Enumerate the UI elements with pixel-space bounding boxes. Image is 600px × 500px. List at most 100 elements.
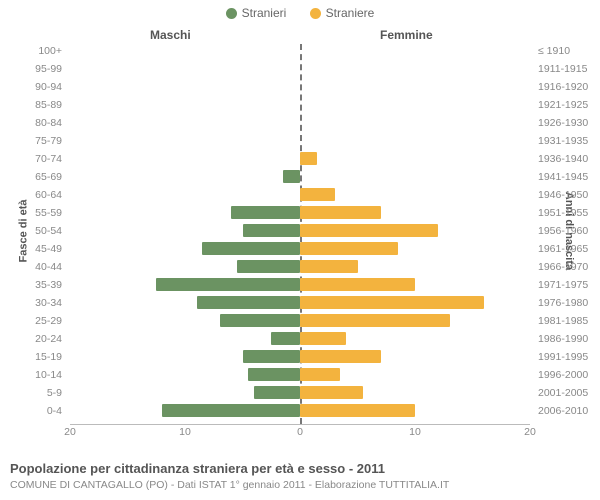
bar-male bbox=[231, 206, 300, 219]
bar-female bbox=[300, 206, 381, 219]
y-tick-age: 0-4 bbox=[0, 405, 66, 417]
bar-female bbox=[300, 332, 346, 345]
plot-area bbox=[70, 44, 530, 424]
y-tick-age: 85-89 bbox=[0, 99, 66, 111]
y-tick-year: 1956-1960 bbox=[534, 225, 600, 237]
x-tick: 20 bbox=[524, 426, 536, 438]
bar-female bbox=[300, 260, 358, 273]
bar-male bbox=[248, 368, 300, 381]
chart-row bbox=[70, 116, 530, 129]
bar-male bbox=[202, 242, 300, 255]
y-axis-age: 100+95-9990-9485-8980-8475-7970-7465-696… bbox=[0, 44, 66, 424]
bar-female bbox=[300, 224, 438, 237]
y-tick-age: 65-69 bbox=[0, 171, 66, 183]
chart-row bbox=[70, 314, 530, 327]
y-tick-year: 1946-1950 bbox=[534, 189, 600, 201]
y-tick-year: 1941-1945 bbox=[534, 171, 600, 183]
bar-male bbox=[271, 332, 300, 345]
y-tick-year: 1966-1970 bbox=[534, 261, 600, 273]
y-tick-age: 50-54 bbox=[0, 225, 66, 237]
bar-female bbox=[300, 386, 363, 399]
chart-row bbox=[70, 260, 530, 273]
legend-label-female: Straniere bbox=[326, 6, 375, 20]
y-tick-year: 1936-1940 bbox=[534, 153, 600, 165]
y-tick-year: 1996-2000 bbox=[534, 369, 600, 381]
y-tick-year: 1971-1975 bbox=[534, 279, 600, 291]
y-tick-year: 1916-1920 bbox=[534, 81, 600, 93]
y-tick-year: 1926-1930 bbox=[534, 117, 600, 129]
chart-row bbox=[70, 98, 530, 111]
chart-row bbox=[70, 206, 530, 219]
y-tick-age: 70-74 bbox=[0, 153, 66, 165]
y-tick-age: 35-39 bbox=[0, 279, 66, 291]
y-tick-age: 100+ bbox=[0, 45, 66, 57]
y-tick-year: 2006-2010 bbox=[534, 405, 600, 417]
x-tick: 20 bbox=[64, 426, 76, 438]
chart-row bbox=[70, 170, 530, 183]
y-tick-year: 1921-1925 bbox=[534, 99, 600, 111]
bar-male bbox=[156, 278, 300, 291]
bar-male bbox=[220, 314, 301, 327]
y-tick-year: 1931-1935 bbox=[534, 135, 600, 147]
bar-male bbox=[162, 404, 300, 417]
bar-male bbox=[243, 224, 301, 237]
bar-female bbox=[300, 188, 335, 201]
y-tick-year: 1986-1990 bbox=[534, 333, 600, 345]
y-tick-age: 10-14 bbox=[0, 369, 66, 381]
bar-female bbox=[300, 368, 340, 381]
bar-female bbox=[300, 152, 317, 165]
chart-row bbox=[70, 404, 530, 417]
bar-male bbox=[197, 296, 301, 309]
x-axis-line bbox=[70, 424, 530, 425]
chart-row bbox=[70, 350, 530, 363]
y-tick-year: 1961-1965 bbox=[534, 243, 600, 255]
chart-row bbox=[70, 368, 530, 381]
chart-row bbox=[70, 80, 530, 93]
y-tick-age: 80-84 bbox=[0, 117, 66, 129]
bar-male bbox=[237, 260, 300, 273]
legend-item-female: Straniere bbox=[310, 6, 375, 20]
y-tick-age: 5-9 bbox=[0, 387, 66, 399]
chart-row bbox=[70, 152, 530, 165]
bar-female bbox=[300, 404, 415, 417]
y-tick-year: 1911-1915 bbox=[534, 63, 600, 75]
legend-swatch-male bbox=[226, 8, 237, 19]
legend: Stranieri Straniere bbox=[0, 6, 600, 22]
bar-male bbox=[243, 350, 301, 363]
chart-row bbox=[70, 62, 530, 75]
y-tick-age: 30-34 bbox=[0, 297, 66, 309]
population-pyramid-chart: Stranieri Straniere Maschi Femmine Fasce… bbox=[0, 0, 600, 500]
legend-label-male: Stranieri bbox=[242, 6, 287, 20]
chart-title: Popolazione per cittadinanza straniera p… bbox=[10, 460, 449, 478]
chart-subtitle: COMUNE DI CANTAGALLO (PO) - Dati ISTAT 1… bbox=[10, 478, 449, 492]
y-tick-age: 20-24 bbox=[0, 333, 66, 345]
x-tick: 10 bbox=[179, 426, 191, 438]
x-axis: 201001020 bbox=[70, 426, 530, 444]
chart-row bbox=[70, 386, 530, 399]
y-tick-year: ≤ 1910 bbox=[534, 45, 600, 57]
chart-row bbox=[70, 278, 530, 291]
bar-female bbox=[300, 242, 398, 255]
y-tick-year: 1991-1995 bbox=[534, 351, 600, 363]
bar-female bbox=[300, 278, 415, 291]
chart-row bbox=[70, 134, 530, 147]
y-tick-year: 1976-1980 bbox=[534, 297, 600, 309]
x-tick: 10 bbox=[409, 426, 421, 438]
footer: Popolazione per cittadinanza straniera p… bbox=[10, 460, 449, 492]
chart-row bbox=[70, 44, 530, 57]
chart-row bbox=[70, 188, 530, 201]
y-tick-year: 1951-1955 bbox=[534, 207, 600, 219]
y-tick-year: 2001-2005 bbox=[534, 387, 600, 399]
y-tick-year: 1981-1985 bbox=[534, 315, 600, 327]
legend-swatch-female bbox=[310, 8, 321, 19]
bar-female bbox=[300, 314, 450, 327]
y-axis-year: ≤ 1910 1911-1915 1916-1920 1921-1925 1926-19… bbox=[534, 44, 600, 424]
chart-row bbox=[70, 242, 530, 255]
y-tick-age: 40-44 bbox=[0, 261, 66, 273]
bar-female bbox=[300, 350, 381, 363]
chart-row bbox=[70, 224, 530, 237]
chart-row bbox=[70, 332, 530, 345]
bar-male bbox=[254, 386, 300, 399]
column-header-male: Maschi bbox=[150, 28, 191, 42]
y-tick-age: 55-59 bbox=[0, 207, 66, 219]
